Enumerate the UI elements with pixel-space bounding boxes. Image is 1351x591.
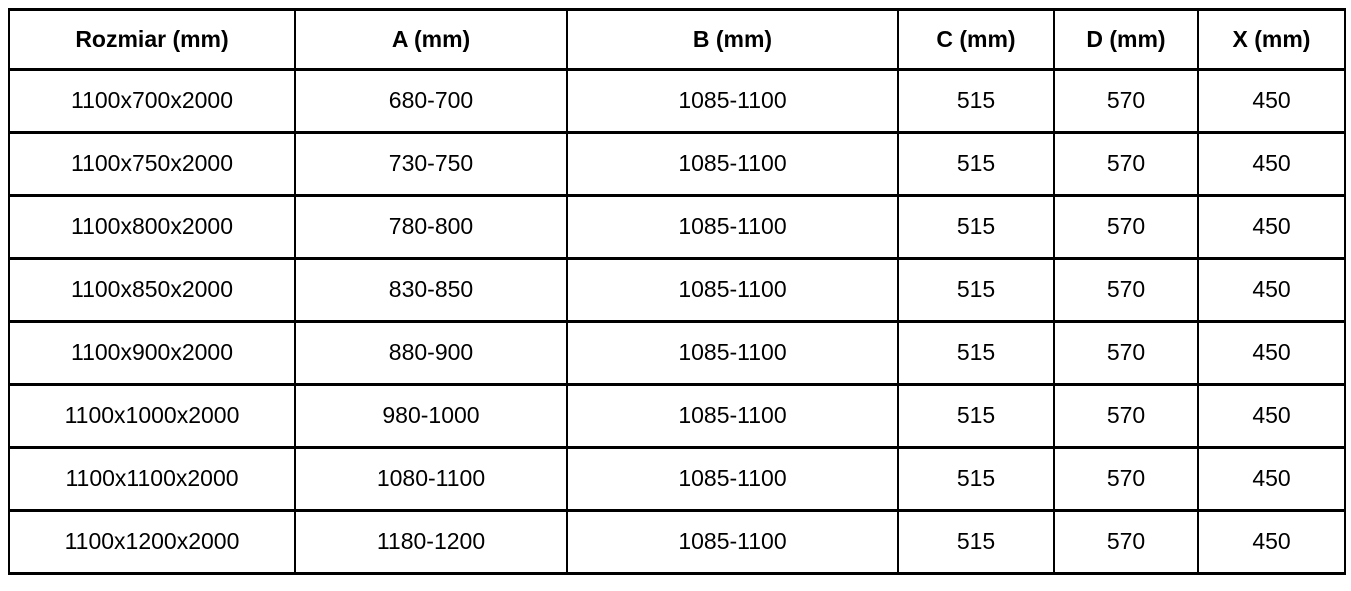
cell-a: 1180-1200	[294, 509, 568, 575]
cell-rozmiar: 1100x1000x2000	[8, 383, 296, 449]
column-header-b: B (mm)	[566, 8, 899, 71]
header-row: Rozmiar (mm) A (mm) B (mm) C (mm) D (mm)…	[8, 8, 1346, 71]
cell-c: 515	[897, 257, 1055, 323]
cell-d: 570	[1053, 194, 1199, 260]
cell-a: 1080-1100	[294, 446, 568, 512]
cell-c: 515	[897, 320, 1055, 386]
table-row: 1100x750x2000 730-750 1085-1100 515 570 …	[8, 131, 1346, 197]
column-header-a: A (mm)	[294, 8, 568, 71]
cell-x: 450	[1197, 257, 1346, 323]
cell-c: 515	[897, 446, 1055, 512]
cell-a: 980-1000	[294, 383, 568, 449]
cell-c: 515	[897, 509, 1055, 575]
cell-b: 1085-1100	[566, 320, 899, 386]
cell-rozmiar: 1100x900x2000	[8, 320, 296, 386]
cell-d: 570	[1053, 446, 1199, 512]
cell-rozmiar: 1100x700x2000	[8, 68, 296, 134]
table-row: 1100x1100x2000 1080-1100 1085-1100 515 5…	[8, 446, 1346, 512]
cell-rozmiar: 1100x750x2000	[8, 131, 296, 197]
cell-c: 515	[897, 131, 1055, 197]
table-row: 1100x850x2000 830-850 1085-1100 515 570 …	[8, 257, 1346, 323]
cell-rozmiar: 1100x1100x2000	[8, 446, 296, 512]
cell-a: 730-750	[294, 131, 568, 197]
cell-rozmiar: 1100x1200x2000	[8, 509, 296, 575]
cell-d: 570	[1053, 320, 1199, 386]
column-header-d: D (mm)	[1053, 8, 1199, 71]
cell-d: 570	[1053, 131, 1199, 197]
cell-c: 515	[897, 383, 1055, 449]
cell-b: 1085-1100	[566, 131, 899, 197]
cell-b: 1085-1100	[566, 446, 899, 512]
cell-x: 450	[1197, 446, 1346, 512]
cell-b: 1085-1100	[566, 194, 899, 260]
cell-a: 780-800	[294, 194, 568, 260]
table-row: 1100x800x2000 780-800 1085-1100 515 570 …	[8, 194, 1346, 260]
cell-x: 450	[1197, 320, 1346, 386]
cell-rozmiar: 1100x850x2000	[8, 257, 296, 323]
column-header-c: C (mm)	[897, 8, 1055, 71]
table-row: 1100x1000x2000 980-1000 1085-1100 515 57…	[8, 383, 1346, 449]
cell-x: 450	[1197, 509, 1346, 575]
cell-x: 450	[1197, 68, 1346, 134]
table-row: 1100x700x2000 680-700 1085-1100 515 570 …	[8, 68, 1346, 134]
column-header-rozmiar: Rozmiar (mm)	[8, 8, 296, 71]
cell-d: 570	[1053, 383, 1199, 449]
table-row: 1100x1200x2000 1180-1200 1085-1100 515 5…	[8, 509, 1346, 575]
cell-a: 880-900	[294, 320, 568, 386]
cell-x: 450	[1197, 194, 1346, 260]
cell-d: 570	[1053, 68, 1199, 134]
cell-d: 570	[1053, 509, 1199, 575]
cell-b: 1085-1100	[566, 509, 899, 575]
column-header-x: X (mm)	[1197, 8, 1346, 71]
cell-a: 830-850	[294, 257, 568, 323]
cell-x: 450	[1197, 383, 1346, 449]
cell-d: 570	[1053, 257, 1199, 323]
cell-x: 450	[1197, 131, 1346, 197]
cell-b: 1085-1100	[566, 383, 899, 449]
cell-c: 515	[897, 194, 1055, 260]
cell-rozmiar: 1100x800x2000	[8, 194, 296, 260]
size-spec-table: Rozmiar (mm) A (mm) B (mm) C (mm) D (mm)…	[8, 8, 1346, 575]
cell-b: 1085-1100	[566, 68, 899, 134]
cell-b: 1085-1100	[566, 257, 899, 323]
table-row: 1100x900x2000 880-900 1085-1100 515 570 …	[8, 320, 1346, 386]
cell-c: 515	[897, 68, 1055, 134]
cell-a: 680-700	[294, 68, 568, 134]
